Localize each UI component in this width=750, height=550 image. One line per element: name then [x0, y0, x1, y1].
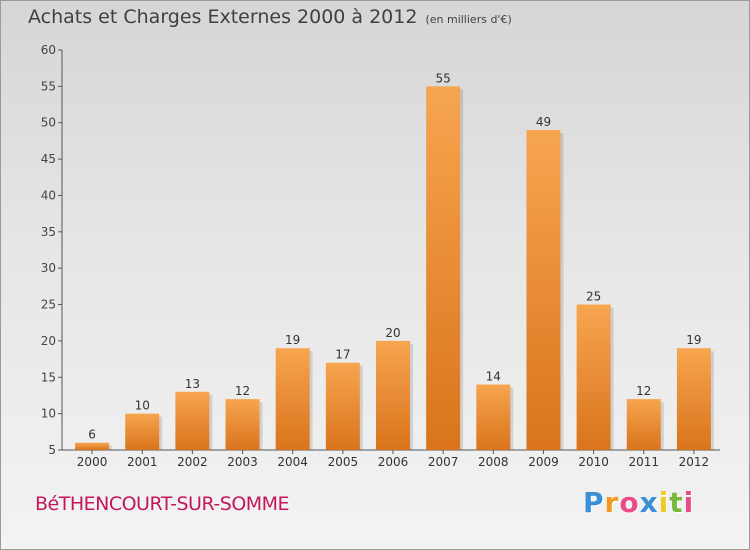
y-tick-label: 45 — [41, 152, 56, 166]
x-tick-label: 2012 — [679, 455, 710, 469]
x-tick-label: 2009 — [528, 455, 559, 469]
x-tick-label: 2005 — [328, 455, 359, 469]
bar-value-label: 14 — [486, 370, 501, 384]
y-tick-label: 10 — [41, 407, 56, 421]
logo-letter: i — [658, 486, 670, 519]
y-tick-label: 60 — [41, 43, 56, 57]
x-tick-label: 2010 — [578, 455, 609, 469]
x-tick-label: 2001 — [127, 455, 158, 469]
logo-letter: o — [619, 486, 640, 519]
x-tick-label: 2011 — [628, 455, 659, 469]
y-tick-label: 50 — [41, 116, 56, 130]
x-tick-label: 2006 — [378, 455, 409, 469]
x-tick-label: 2002 — [177, 455, 208, 469]
logo-letter: x — [639, 486, 659, 519]
bar — [225, 399, 260, 450]
logo-letter: t — [669, 486, 684, 519]
y-tick-label: 25 — [41, 298, 56, 312]
x-tick-label: 2003 — [227, 455, 258, 469]
bar-value-label: 25 — [586, 290, 601, 304]
bar — [476, 384, 511, 450]
bar-value-label: 6 — [88, 428, 96, 442]
logo-letter: P — [583, 486, 605, 519]
bar — [275, 348, 310, 450]
y-tick-label: 30 — [41, 261, 56, 275]
x-tick-label: 2000 — [77, 455, 108, 469]
bar — [426, 86, 461, 450]
bar — [626, 399, 661, 450]
bar — [175, 391, 210, 450]
bar — [676, 348, 711, 450]
x-tick-label: 2007 — [428, 455, 459, 469]
y-tick-label: 15 — [41, 370, 56, 384]
bar — [576, 304, 611, 450]
y-tick-label: 20 — [41, 334, 56, 348]
bar-value-label: 55 — [436, 71, 451, 85]
town-name: BéTHENCOURT-SUR-SOMME — [35, 493, 290, 515]
bar-value-label: 17 — [335, 348, 350, 362]
bar — [125, 413, 160, 450]
bar-value-label: 19 — [285, 333, 300, 347]
bar-value-label: 10 — [135, 399, 150, 413]
bar-value-label: 49 — [536, 115, 551, 129]
x-tick-label: 2004 — [277, 455, 308, 469]
bar-value-label: 12 — [636, 384, 651, 398]
bar-value-label: 13 — [185, 377, 200, 391]
logo-letter: r — [604, 486, 620, 519]
chart-title-block: Achats et Charges Externes 2000 à 2012 (e… — [28, 6, 512, 34]
bar — [376, 340, 410, 450]
chart-title: Achats et Charges Externes 2000 à 2012 — [28, 6, 418, 28]
chart-subtitle: (en milliers d'€) — [425, 13, 512, 26]
bar — [75, 442, 110, 450]
bar-value-label: 12 — [235, 384, 250, 398]
y-tick-label: 40 — [41, 188, 56, 202]
y-tick-label: 35 — [41, 225, 56, 239]
y-tick-label: 55 — [41, 79, 56, 93]
bar — [325, 362, 360, 450]
y-tick-label: 5 — [48, 443, 56, 457]
logo-letter: i — [683, 486, 695, 519]
proxiti-logo[interactable]: Proxiti — [583, 486, 694, 519]
bar — [526, 130, 561, 450]
x-tick-label: 2008 — [478, 455, 509, 469]
bar-value-label: 20 — [385, 326, 400, 340]
bar-value-label: 19 — [686, 333, 701, 347]
